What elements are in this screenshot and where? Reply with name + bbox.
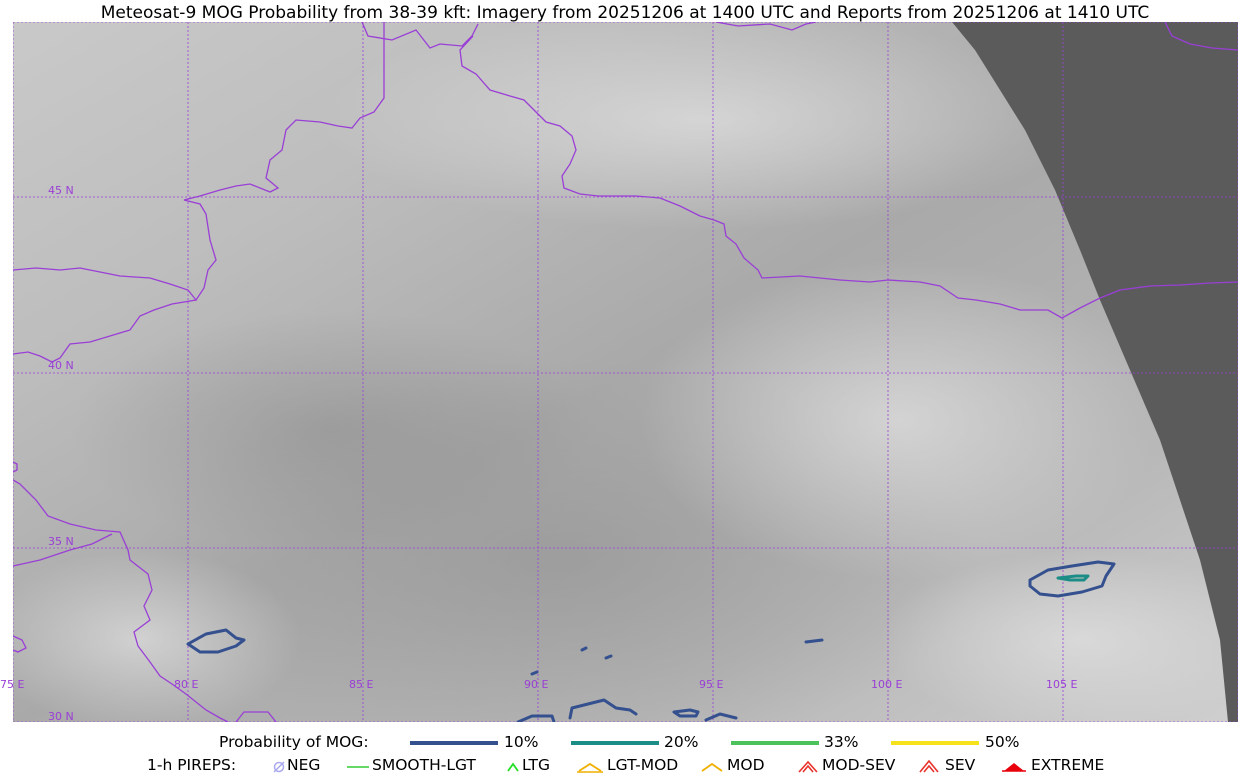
pirep-legend: 1-h PIREPS: NEG SMOOTH-LGT LTG LGT-MOD M… xyxy=(0,756,1250,778)
smooth-lgt-icon xyxy=(347,766,369,768)
legend-swatch-10pct xyxy=(410,741,498,745)
pirep-label-smooth-lgt: SMOOTH-LGT xyxy=(372,756,476,774)
lon-label: 75 E xyxy=(0,678,24,691)
cloud-shading xyxy=(70,310,590,550)
pirep-label-extreme: EXTREME xyxy=(1031,756,1105,774)
lat-label: 35 N xyxy=(48,535,74,548)
grid-labels: 75 E 80 E 85 E 90 E 95 E 100 E 105 E 45 … xyxy=(0,184,1077,723)
lon-label: 100 E xyxy=(871,678,902,691)
pirep-label-mod: MOD xyxy=(727,756,765,774)
lon-label: 90 E xyxy=(524,678,548,691)
lgt-mod-icon xyxy=(577,762,603,773)
country-borders xyxy=(13,22,1238,722)
legend-swatch-33pct xyxy=(731,741,819,745)
cloud-shading xyxy=(640,260,1160,580)
lat-label: 30 N xyxy=(48,710,74,723)
pirep-label-sev: SEV xyxy=(945,756,976,774)
legend-swatch-20pct xyxy=(571,741,659,745)
cloud-shading xyxy=(320,22,1080,230)
legend-label-20pct: 20% xyxy=(664,733,699,751)
pirep-label-ltg: LTG xyxy=(522,756,550,774)
probability-legend-title: Probability of MOG: xyxy=(219,733,369,751)
page-title: Meteosat-9 MOG Probability from 38-39 kf… xyxy=(100,3,1150,23)
probability-legend: Probability of MOG: 10% 20% 33% 50% xyxy=(0,733,1250,755)
mog-contours-10pct xyxy=(186,560,1116,722)
lat-label: 40 N xyxy=(48,359,74,372)
sev-icon xyxy=(919,759,939,773)
ltg-icon xyxy=(507,762,519,772)
pirep-legend-title: 1-h PIREPS: xyxy=(147,756,237,774)
graticule xyxy=(13,22,1238,722)
lon-label: 80 E xyxy=(174,678,198,691)
pirep-label-neg: NEG xyxy=(287,756,321,774)
lat-label: 45 N xyxy=(48,184,74,197)
mod-icon xyxy=(701,762,723,772)
legend-swatch-50pct xyxy=(891,741,979,745)
extreme-icon xyxy=(1002,763,1026,772)
legend-label-10pct: 10% xyxy=(504,733,539,751)
legend-label-33pct: 33% xyxy=(824,733,859,751)
cloud-shading xyxy=(13,550,300,722)
mod-sev-icon xyxy=(798,760,818,773)
lon-label: 105 E xyxy=(1046,678,1077,691)
legend-label-50pct: 50% xyxy=(985,733,1020,751)
lon-label: 95 E xyxy=(699,678,723,691)
lon-label: 85 E xyxy=(349,678,373,691)
pirep-label-mod-sev: MOD-SEV xyxy=(822,756,896,774)
pirep-label-lgt-mod: LGT-MOD xyxy=(607,756,679,774)
cloud-shading xyxy=(880,550,1238,722)
neg-icon xyxy=(273,761,285,773)
mog-contours-20pct xyxy=(1056,574,1090,582)
